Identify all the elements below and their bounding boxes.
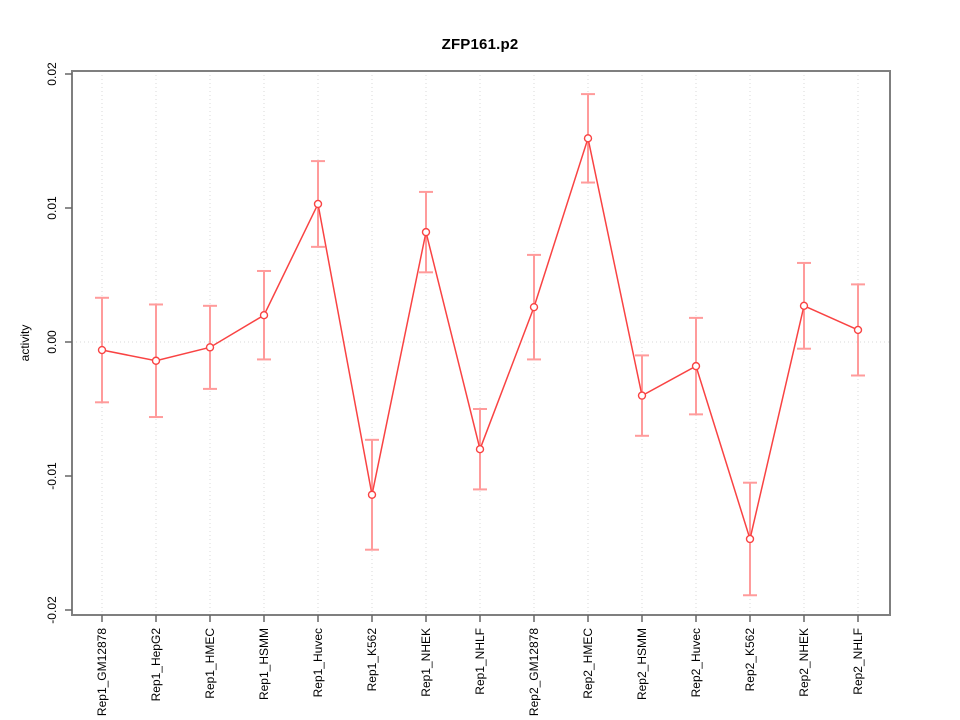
data-point [799, 301, 809, 311]
y-tick-label: 0.01 [45, 196, 59, 220]
data-point [367, 490, 377, 499]
data-point [691, 361, 701, 371]
data-point [421, 227, 431, 237]
data-point [259, 311, 269, 320]
x-tick-label: Rep1_HSMM [257, 628, 271, 700]
data-point [529, 302, 539, 312]
plot-border [71, 70, 891, 616]
x-tick-label: Rep1_HMEC [203, 628, 217, 699]
x-tick-label: Rep1_GM12878 [95, 628, 109, 716]
y-axis-label: activity [18, 325, 32, 362]
x-tick-label: Rep2_NHLF [851, 628, 865, 695]
y-tick-label: -0.01 [45, 462, 59, 490]
x-tick-label: Rep1_Huvec [311, 628, 325, 697]
y-tick-label: 0.00 [45, 330, 59, 354]
x-tick-label: Rep2_NHEK [797, 628, 811, 697]
data-point [97, 345, 107, 355]
data-point [637, 391, 647, 400]
x-tick-label: Rep2_K562 [743, 628, 757, 692]
x-tick-label: Rep1_HepG2 [149, 628, 163, 702]
data-point [583, 134, 593, 143]
data-point [151, 356, 161, 365]
chart-title: ZFP161.p2 [441, 36, 519, 53]
data-point [745, 534, 755, 544]
x-tick-label: Rep2_GM12878 [527, 628, 541, 716]
x-tick-label: Rep1_K562 [365, 628, 379, 692]
data-point [853, 325, 863, 335]
x-tick-label: Rep2_Huvec [689, 628, 703, 697]
y-tick-label: 0.02 [45, 62, 59, 86]
y-tick-label: -0.02 [45, 596, 59, 624]
x-tick-label: Rep2_HMEC [581, 628, 595, 699]
data-point [313, 199, 323, 209]
x-tick-label: Rep1_NHLF [473, 628, 487, 695]
data-point [475, 445, 485, 454]
data-point [205, 343, 215, 352]
x-tick-label: Rep2_HSMM [635, 628, 649, 700]
x-tick-label: Rep1_NHEK [419, 628, 433, 697]
